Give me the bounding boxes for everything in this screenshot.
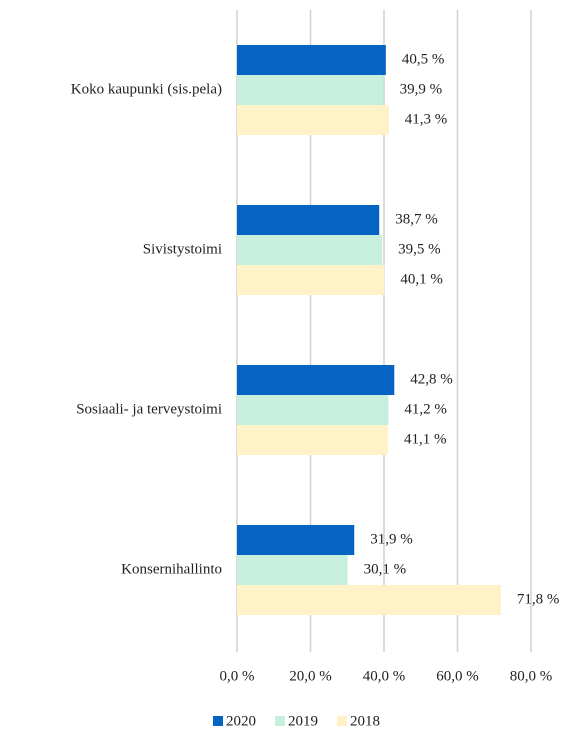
bar bbox=[237, 105, 389, 135]
legend-label: 2018 bbox=[350, 713, 380, 729]
bar bbox=[237, 555, 348, 585]
bar bbox=[237, 585, 501, 615]
bar bbox=[237, 395, 389, 425]
x-tick-label: 0,0 % bbox=[220, 668, 255, 684]
x-tick-label: 20,0 % bbox=[289, 668, 332, 684]
legend-label: 2019 bbox=[288, 713, 318, 729]
value-label: 40,1 % bbox=[400, 271, 443, 287]
legend-label: 2020 bbox=[226, 713, 256, 729]
category-label: Konsernihallinto bbox=[121, 561, 222, 577]
legend-swatch bbox=[275, 716, 285, 726]
value-label: 30,1 % bbox=[364, 561, 407, 577]
value-label: 31,9 % bbox=[370, 531, 413, 547]
x-tick-label: 60,0 % bbox=[436, 668, 479, 684]
value-label: 41,3 % bbox=[405, 111, 448, 127]
value-label: 38,7 % bbox=[395, 211, 438, 227]
bar bbox=[237, 205, 380, 235]
bar bbox=[237, 525, 355, 555]
legend-swatch bbox=[213, 716, 223, 726]
category-label: Sivistystoimi bbox=[143, 241, 222, 257]
x-tick-label: 40,0 % bbox=[363, 668, 406, 684]
value-label: 41,1 % bbox=[404, 431, 447, 447]
value-label: 71,8 % bbox=[517, 591, 560, 607]
bar bbox=[237, 265, 385, 295]
value-label: 41,2 % bbox=[404, 401, 447, 417]
bar bbox=[237, 425, 389, 455]
value-label: 42,8 % bbox=[410, 371, 453, 387]
value-label: 39,5 % bbox=[398, 241, 441, 257]
value-label: 40,5 % bbox=[402, 51, 445, 67]
legend-swatch bbox=[337, 716, 347, 726]
x-tick-label: 80,0 % bbox=[510, 668, 553, 684]
category-label: Koko kaupunki (sis.pela) bbox=[71, 81, 222, 97]
bar bbox=[237, 45, 386, 75]
bar bbox=[237, 365, 395, 395]
bar bbox=[237, 235, 383, 265]
value-label: 39,9 % bbox=[400, 81, 443, 97]
bar bbox=[237, 75, 384, 105]
category-label: Sosiaali- ja terveystoimi bbox=[76, 401, 222, 417]
